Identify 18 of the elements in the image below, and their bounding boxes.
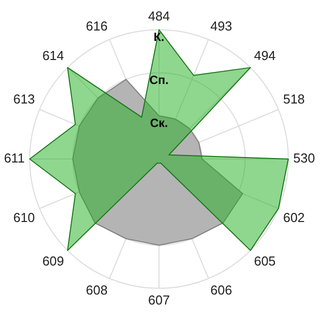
spoke-label: 493 — [210, 18, 232, 34]
spoke-label: 607 — [148, 292, 170, 308]
spoke-label: 484 — [148, 8, 170, 24]
spoke-label: 611 — [4, 150, 25, 166]
spoke-label: 606 — [210, 282, 232, 298]
y-tick-label: Сп. — [149, 73, 169, 88]
y-tick-label: Ск. — [150, 116, 168, 130]
spoke-label: 602 — [283, 210, 305, 225]
spoke-label: 616 — [86, 18, 108, 34]
spoke-label: 608 — [86, 282, 108, 298]
spoke-label: 530 — [293, 150, 316, 166]
spoke-label: 518 — [283, 91, 305, 106]
spoke-label: 605 — [254, 253, 276, 268]
spoke-label: 610 — [13, 210, 35, 225]
spoke-label: 494 — [254, 48, 276, 63]
spoke-label: 609 — [42, 253, 64, 268]
spoke-label: 614 — [42, 48, 64, 63]
spoke-label: 613 — [13, 91, 35, 106]
